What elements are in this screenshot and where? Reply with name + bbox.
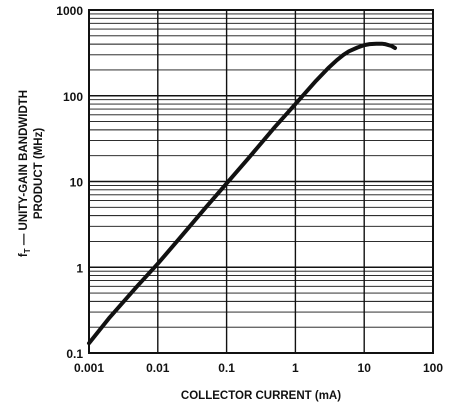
x-tick-label: 10 (358, 361, 372, 375)
y-axis-title-line2: PRODUCT (MHz) (33, 128, 45, 220)
x-tick-label: 0.1 (218, 361, 235, 375)
y-tick-label: 10 (70, 176, 84, 190)
plot-frame (88, 9, 434, 354)
x-tick-label: 100 (423, 361, 443, 375)
y-tick-label: 1000 (56, 4, 83, 18)
x-axis-title: COLLECTOR CURRENT (mA) (181, 390, 341, 402)
y-axis-title-rest: — UNITY-GAIN BANDWIDTH (18, 90, 30, 248)
grid (88, 10, 434, 354)
x-tick-label: 0.01 (146, 361, 170, 375)
series-line-ft (87, 41, 397, 346)
x-axis-ticks: 0.001 0.01 0.1 1 10 100 (74, 361, 443, 375)
y-axis-title: fT — UNITY-GAIN BANDWIDTH PRODUCT (MHz) (18, 90, 45, 257)
y-tick-label: 100 (63, 90, 83, 104)
y-axis-title-line1: fT — UNITY-GAIN BANDWIDTH (18, 90, 32, 257)
y-axis-ticks: 0.1 1 10 100 1000 (56, 4, 83, 361)
y-axis-title-symbol: f (18, 253, 30, 257)
y-axis-title-subscript: T (23, 248, 32, 253)
x-tick-label: 1 (292, 361, 299, 375)
y-tick-label: 0.1 (66, 347, 83, 361)
y-tick-label: 1 (76, 261, 83, 275)
x-tick-label: 0.001 (74, 361, 104, 375)
